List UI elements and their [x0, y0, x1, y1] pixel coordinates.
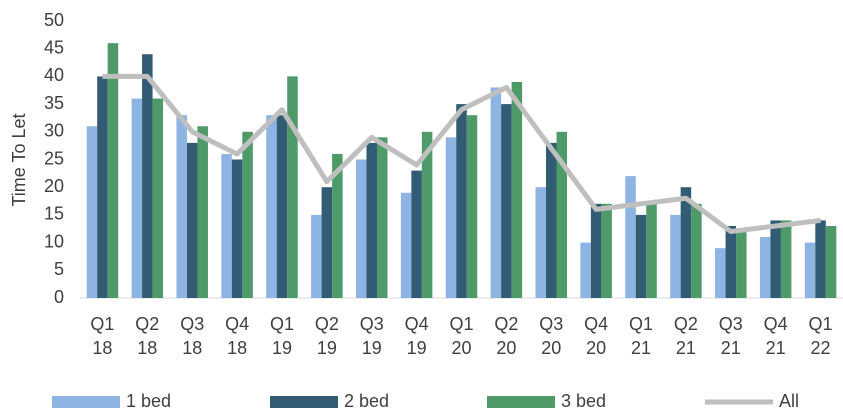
bar [376, 137, 388, 298]
legend-swatch [270, 396, 338, 408]
y-tick-label: 50 [44, 10, 64, 30]
bar [176, 115, 187, 299]
bar [197, 126, 208, 298]
x-tick-label: Q1 19 [269, 314, 294, 358]
bar [421, 131, 433, 298]
bar [580, 242, 591, 298]
x-tick-label: Q1 18 [90, 314, 115, 358]
x-tick-label: Q4 21 [763, 314, 788, 358]
bar [715, 248, 726, 298]
x-tick-label: Q2 21 [673, 314, 698, 358]
bar [231, 159, 243, 298]
y-tick-label: 45 [44, 37, 64, 57]
bar [186, 142, 198, 298]
bar [501, 104, 512, 298]
bar [276, 115, 288, 299]
bar [355, 159, 367, 298]
legend-label: 3 bed [561, 391, 606, 411]
bar [321, 187, 333, 298]
y-tick-label: 0 [54, 287, 64, 307]
bar [635, 214, 647, 298]
bar [142, 54, 153, 298]
bar [601, 203, 612, 298]
bar [680, 187, 692, 298]
bar [287, 76, 298, 299]
y-tick-label: 20 [44, 176, 64, 196]
legend-swatch [52, 396, 120, 408]
bar [511, 81, 523, 298]
bar [815, 220, 826, 298]
bar [466, 115, 478, 299]
y-tick-label: 25 [44, 148, 64, 168]
bar [691, 203, 702, 298]
legend-swatch [487, 396, 555, 408]
bar [556, 131, 568, 298]
bar [736, 231, 747, 298]
bar [804, 242, 816, 298]
y-tick-label: 10 [44, 231, 64, 251]
y-tick-label: 15 [44, 204, 64, 224]
bar [770, 220, 781, 298]
bar [535, 187, 547, 298]
bar [825, 225, 837, 298]
bar [107, 43, 119, 298]
bar [366, 142, 377, 298]
x-tick-label: Q2 18 [135, 314, 160, 358]
bar [131, 98, 143, 298]
bar [411, 170, 422, 298]
bar [670, 214, 681, 298]
bar [456, 104, 467, 298]
x-tick-label: Q4 20 [584, 314, 609, 358]
y-tick-label: 35 [44, 93, 64, 113]
y-axis-label: Time To Let [9, 113, 29, 206]
x-tick-label: Q4 18 [225, 314, 250, 358]
x-tick-label: Q2 19 [314, 314, 339, 358]
bar [590, 203, 602, 298]
x-tick-label: Q3 20 [539, 314, 564, 358]
y-tick-label: 40 [44, 65, 64, 85]
legend-label: 1 bed [126, 391, 171, 411]
bar [86, 126, 98, 298]
bar [332, 153, 343, 298]
bar [445, 137, 457, 298]
y-tick-label: 5 [54, 259, 64, 279]
x-tick-label: Q4 19 [404, 314, 429, 358]
x-tick-label: Q1 20 [449, 314, 474, 358]
bar [725, 225, 737, 298]
bar [152, 98, 164, 298]
x-tick-label: Q3 19 [359, 314, 384, 358]
x-tick-label: Q1 21 [629, 314, 654, 358]
bar [242, 131, 253, 298]
bar [221, 153, 232, 298]
x-tick-label: Q2 20 [494, 314, 519, 358]
bar [490, 87, 502, 298]
line [102, 73, 821, 235]
legend-label: All [779, 391, 799, 411]
bar [759, 237, 771, 298]
bar [546, 142, 557, 298]
bar [646, 203, 657, 298]
bar [266, 115, 277, 299]
x-tick-label: Q3 18 [180, 314, 205, 358]
bar [400, 192, 412, 298]
x-tick-label: Q3 21 [718, 314, 743, 358]
y-tick-label: 30 [44, 121, 64, 141]
bar [780, 220, 792, 298]
bar [97, 76, 108, 299]
legend-label: 2 bed [344, 391, 389, 411]
bar [625, 176, 636, 298]
x-tick-label: Q1 22 [808, 314, 833, 358]
bar [311, 214, 322, 298]
